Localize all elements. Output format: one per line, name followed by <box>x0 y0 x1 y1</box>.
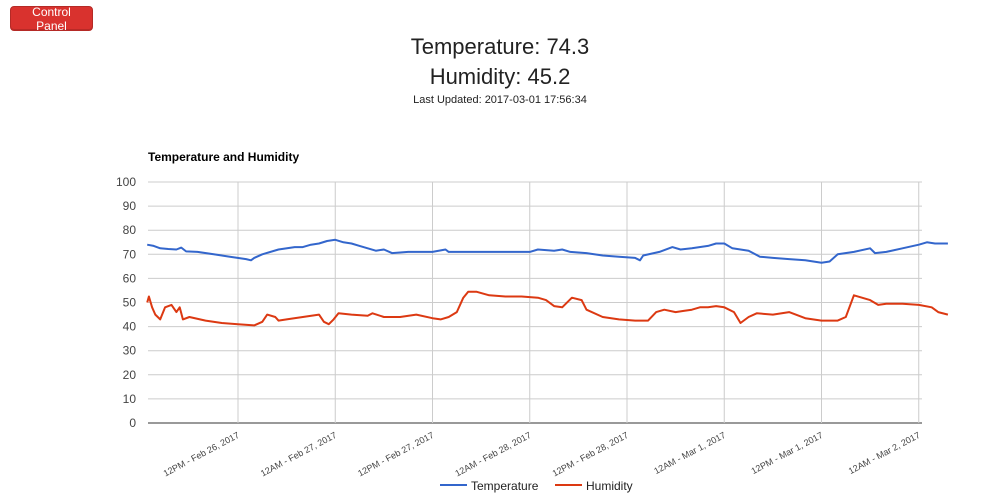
x-tick-label: 12PM - Feb 28, 2017 <box>551 430 630 479</box>
y-tick-label: 0 <box>129 416 136 430</box>
y-tick-label: 50 <box>123 296 137 310</box>
y-axis: 0 10 20 30 40 50 60 70 80 90 100 <box>116 175 136 430</box>
y-tick-label: 70 <box>123 247 137 261</box>
legend-label: Humidity <box>586 479 633 493</box>
x-tick-label: 12PM - Mar 1, 2017 <box>750 430 825 476</box>
humidity-series-line <box>146 290 949 327</box>
x-axis: 12PM - Feb 26, 2017 12AM - Feb 27, 2017 12… <box>162 430 922 479</box>
legend-item-humidity[interactable]: Humidity <box>555 479 633 493</box>
y-tick-label: 30 <box>123 344 137 358</box>
y-tick-label: 40 <box>123 320 137 334</box>
last-updated-text: Last Updated: 2017-03-01 17:56:34 <box>413 94 587 106</box>
temperature-series-line <box>147 238 948 264</box>
temperature-readout: Temperature: 74.3 <box>410 34 590 59</box>
y-tick-label: 20 <box>123 368 137 382</box>
x-tick-label: 12AM - Feb 27, 2017 <box>259 430 338 479</box>
x-tick-label: 12AM - Mar 1, 2017 <box>652 430 727 476</box>
x-tick-label: 12PM - Feb 26, 2017 <box>162 430 241 479</box>
y-tick-label: 100 <box>116 175 136 189</box>
y-tick-label: 90 <box>123 199 137 213</box>
x-tick-label: 12AM - Mar 2, 2017 <box>847 430 922 476</box>
chart-series <box>146 238 949 327</box>
chart-legend[interactable]: Temperature Humidity <box>440 479 633 493</box>
chart-title: Temperature and Humidity <box>148 150 299 164</box>
humidity-readout: Humidity: 45.2 <box>429 64 571 89</box>
y-tick-label: 60 <box>123 271 137 285</box>
y-tick-label: 10 <box>123 392 137 406</box>
control-panel-button[interactable]: Control Panel <box>10 5 93 33</box>
y-tick-label: 80 <box>123 223 137 237</box>
legend-label: Temperature <box>471 479 539 493</box>
x-tick-label: 12PM - Feb 27, 2017 <box>356 430 435 479</box>
chart-grid <box>148 181 922 424</box>
legend-item-temperature[interactable]: Temperature <box>440 479 539 493</box>
x-tick-label: 12AM - Feb 28, 2017 <box>453 430 532 479</box>
temperature-humidity-chart: Temperature and Humidity 0 10 20 30 40 50 60 70… <box>116 150 949 493</box>
